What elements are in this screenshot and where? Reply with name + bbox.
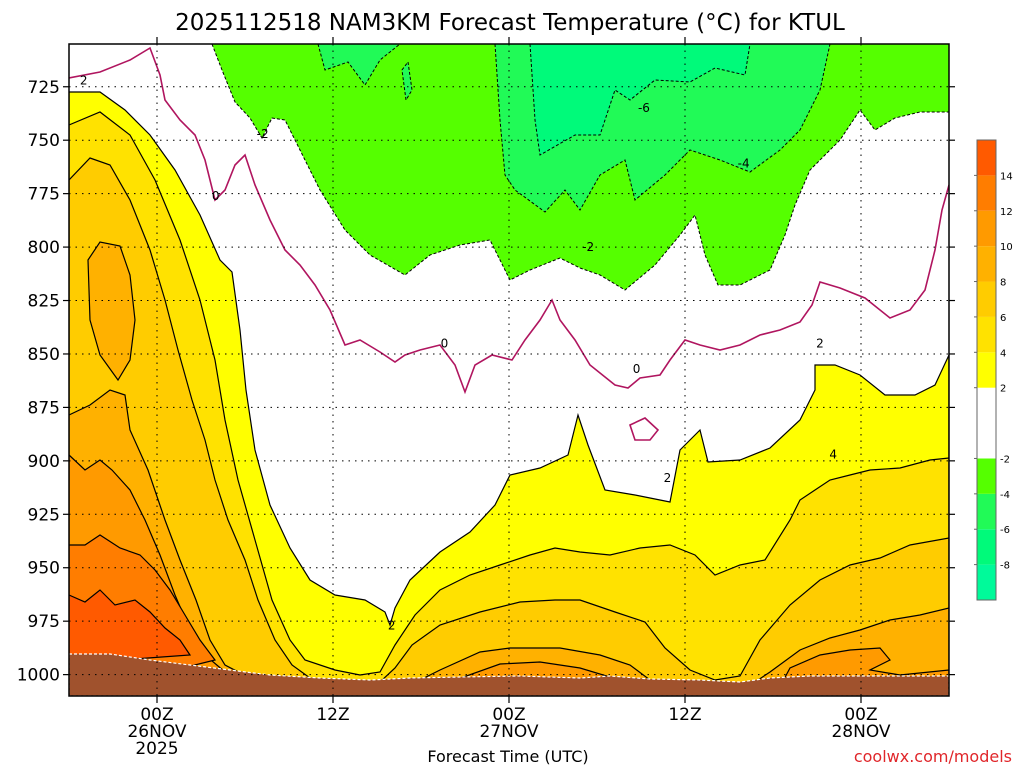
colorbar-label: 6: [1000, 313, 1006, 324]
band-minus-four-to-minus-six-upper: [317, 44, 401, 86]
x-tick-date: 26NOV: [127, 722, 186, 742]
y-tick-label: 975: [28, 612, 60, 632]
zero-isotherm-loop: [629, 417, 660, 441]
colorbar-segment: [977, 352, 996, 388]
grid-lines: [69, 44, 949, 696]
contour-label: -2: [582, 240, 594, 254]
colorbar: -8 -6 -4 -2 2 4 6 8 10 12 14: [974, 139, 1013, 601]
colorbar-segment: [977, 140, 996, 176]
y-tick-label: 750: [28, 131, 60, 151]
y-axis: 725 750 775 800 825 850 875 900 925 950 975 1000: [17, 78, 955, 686]
colorbar-segment: [977, 564, 996, 600]
band-minus-six-to-minus-eight: [529, 44, 751, 156]
zero-isotherm: [69, 46, 949, 395]
colorbar-label: -6: [1000, 525, 1010, 536]
contour-label: 2: [816, 336, 824, 350]
colorbar-label: 4: [1000, 348, 1006, 359]
colorbar-frame: [976, 139, 997, 601]
contour-label: 2: [388, 618, 396, 632]
contour-label: -6: [638, 101, 650, 115]
plot-area: [69, 44, 949, 696]
colorbar-label: -8: [1000, 561, 1010, 572]
colorbar-label: 10: [1000, 242, 1013, 253]
y-tick-label: 850: [28, 345, 60, 365]
x-tick-date: 27NOV: [479, 722, 538, 742]
colorbar-segment: [977, 387, 996, 459]
x-tick-label: 00Z: [140, 705, 173, 725]
colorbar-segment: [977, 493, 996, 530]
y-tick-label: 825: [28, 292, 60, 312]
colorbar-segment: [977, 281, 996, 317]
contour-label: 0: [441, 336, 449, 350]
contour-label: -4: [738, 157, 750, 171]
colorbar-segment: [977, 529, 996, 565]
band-eight-to-ten-ridge: [87, 241, 136, 382]
band-minus-four-to-minus-six-blob: [401, 60, 413, 102]
contour-label: 2: [664, 471, 672, 485]
y-tick-label: 1000: [17, 666, 60, 686]
y-tick-label: 900: [28, 452, 60, 472]
colorbar-segment: [977, 175, 996, 211]
y-tick-label: 925: [28, 505, 60, 525]
colorbar-segment: [977, 316, 996, 353]
y-tick-label: 775: [28, 185, 60, 205]
y-tick-label: 725: [28, 78, 60, 98]
x-axis-label: Forecast Time (UTC): [427, 747, 588, 766]
credit-text: coolwx.com/models: [854, 747, 1012, 766]
contour-label: -2: [257, 127, 269, 141]
colorbar-label: 2: [1000, 384, 1006, 395]
colorbar-label: -2: [1000, 454, 1010, 465]
contour-labels: 2 -2 0 0 -6 -4 -2 0 2 4 2 2: [80, 73, 837, 632]
colorbar-segment: [977, 210, 996, 247]
colorbar-segment: [977, 458, 996, 494]
contour-label: 0: [633, 362, 641, 376]
colorbar-label: -4: [1000, 490, 1010, 501]
y-tick-label: 875: [28, 398, 60, 418]
x-tick-date: 28NOV: [831, 722, 890, 742]
x-tick-label: 12Z: [668, 705, 701, 725]
y-tick-label: 950: [28, 559, 60, 579]
chart-title: 2025112518 NAM3KM Forecast Temperature (…: [175, 10, 845, 36]
contour-label: 0: [212, 189, 220, 203]
x-tick-label: 00Z: [844, 705, 877, 725]
contour-label: 4: [829, 447, 837, 461]
x-tick-year: 2025: [135, 739, 178, 759]
colorbar-label: 8: [1000, 278, 1006, 289]
x-tick-label: 12Z: [316, 705, 349, 725]
ground-terrain: [69, 653, 949, 696]
colorbar-segment: [977, 246, 996, 282]
contour-label: 2: [80, 73, 88, 87]
colorbar-label: 12: [1000, 207, 1013, 218]
y-tick-label: 800: [28, 238, 60, 258]
x-tick-label: 00Z: [492, 705, 525, 725]
band-two-to-four: [69, 91, 949, 696]
colorbar-label: 14: [1000, 171, 1013, 182]
